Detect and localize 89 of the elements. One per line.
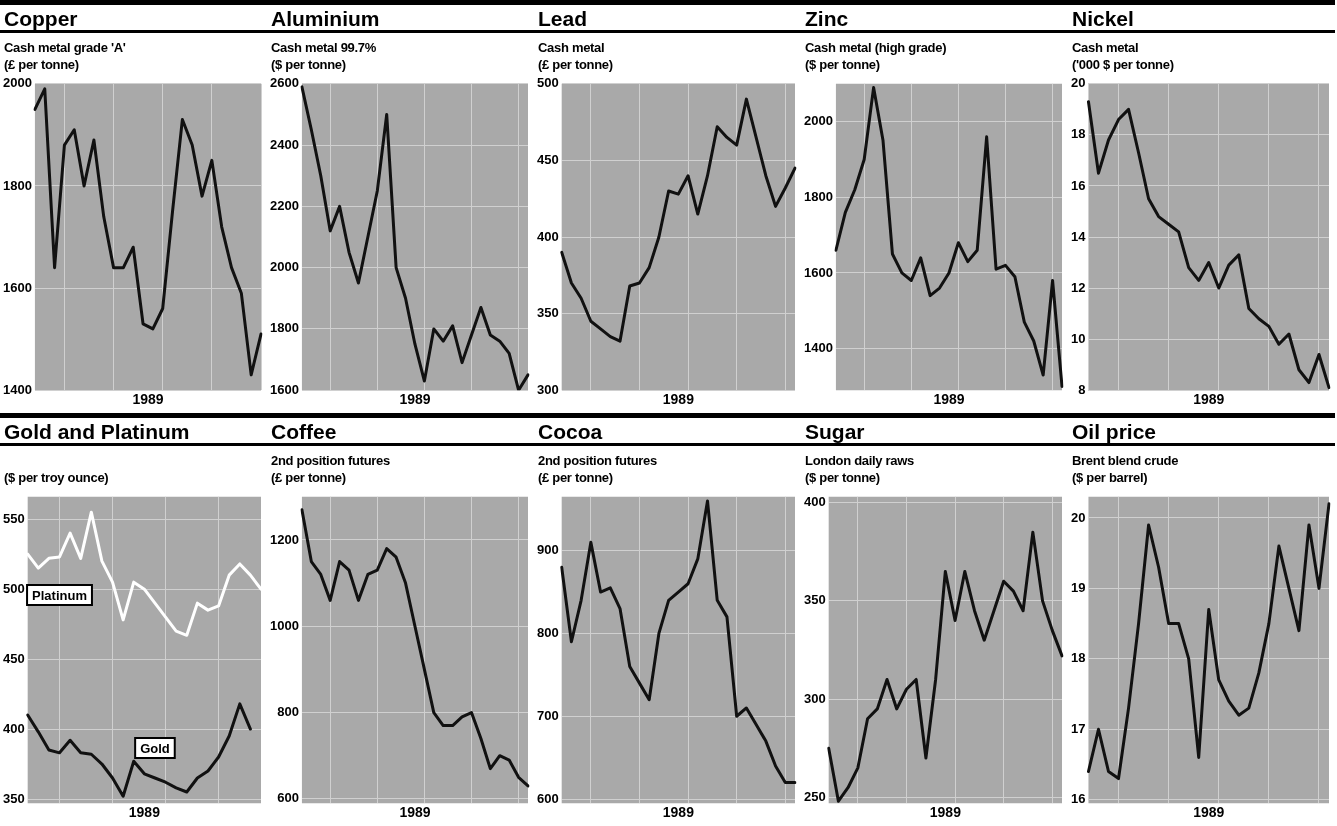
x-axis-title: 1989	[399, 391, 431, 408]
y-tick-label: 20	[1070, 75, 1086, 91]
y-tick-label: 1000	[270, 617, 299, 633]
chart-title: Aluminium	[267, 5, 534, 33]
chart-title: Coffee	[267, 418, 534, 446]
y-tick-label: 17	[1070, 720, 1086, 736]
chart-subtitle: Cash metal (high grade)	[804, 39, 948, 56]
chart-subtitle: Cash metal	[1071, 39, 1140, 56]
y-tick-label: 18	[1070, 650, 1086, 666]
y-tick-label: 1800	[270, 320, 299, 336]
y-axis-title: ($ per troy ounce)	[3, 469, 110, 486]
chart-subtitle: London daily raws	[804, 452, 916, 469]
y-axis-title: ('000 $ per tonne)	[1071, 56, 1175, 73]
y-tick-label: 350	[2, 790, 25, 806]
y-tick-label: 500	[536, 75, 559, 91]
chart-subtitle: 2nd position futures	[270, 452, 391, 469]
y-tick-label: 400	[536, 228, 559, 244]
chart-subtitle: Cash metal grade 'A'	[3, 39, 127, 56]
y-tick-label: 1600	[3, 279, 32, 295]
y-tick-label: 16	[1070, 177, 1086, 193]
series-label: Platinum	[32, 587, 87, 603]
y-tick-label: 900	[536, 542, 559, 558]
y-tick-label: 14	[1070, 228, 1087, 244]
y-tick-label: 300	[803, 690, 826, 706]
chart-subtitle: Cash metal 99.7%	[270, 39, 378, 56]
y-tick-label: 600	[277, 790, 299, 806]
y-tick-label: 1600	[804, 264, 833, 280]
y-tick-label: 500	[2, 580, 25, 596]
chart-title: Cocoa	[534, 418, 801, 446]
y-tick-label: 550	[2, 510, 25, 526]
y-tick-label: 2600	[270, 75, 299, 91]
series-label: Gold	[140, 740, 170, 756]
x-axis-title: 1989	[662, 391, 695, 408]
x-axis-title: 1989	[399, 804, 431, 821]
y-tick-label: 400	[803, 494, 826, 510]
x-axis-title: 1989	[662, 804, 695, 821]
y-tick-label: 1800	[804, 188, 833, 204]
y-tick-label: 12	[1070, 279, 1086, 295]
y-tick-label: 10	[1070, 330, 1086, 346]
y-tick-label: 2400	[270, 136, 299, 152]
y-tick-label: 350	[803, 592, 826, 608]
y-tick-label: 400	[2, 720, 25, 736]
chart-title: Gold and Platinum	[0, 418, 267, 446]
y-tick-label: 350	[536, 305, 559, 321]
y-axis-title: ($ per tonne)	[804, 469, 881, 486]
chart-title: Oil price	[1068, 418, 1335, 446]
y-tick-label: 600	[536, 790, 559, 806]
y-tick-label: 2000	[270, 259, 299, 275]
y-tick-label: 8	[1078, 381, 1086, 397]
chart-subtitle: Cash metal	[537, 39, 606, 56]
y-tick-label: 2000	[804, 113, 833, 129]
chart-title: Nickel	[1068, 5, 1335, 33]
y-tick-label: 1200	[270, 531, 299, 547]
y-axis-title: ($ per barrel)	[1071, 469, 1149, 486]
x-axis-title: 1989	[929, 804, 962, 821]
y-axis-title: (£ per tonne)	[3, 56, 80, 73]
x-axis-title: 1989	[1193, 391, 1225, 408]
y-tick-label: 18	[1070, 126, 1086, 142]
x-axis-title: 1989	[1193, 804, 1225, 821]
x-axis-title: 1989	[128, 804, 161, 821]
y-tick-label: 250	[803, 788, 826, 804]
y-tick-label: 450	[2, 650, 25, 666]
y-tick-label: 20	[1070, 509, 1086, 525]
chart-title: Sugar	[801, 418, 1068, 446]
y-tick-label: 450	[536, 151, 559, 167]
y-axis-title: ($ per tonne)	[804, 56, 881, 73]
y-tick-label: 300	[536, 381, 559, 397]
y-axis-title: (£ per tonne)	[270, 469, 347, 486]
chart-title: Copper	[0, 5, 267, 33]
chart-title: Zinc	[801, 5, 1068, 33]
y-tick-label: 800	[277, 704, 299, 720]
y-tick-label: 16	[1070, 791, 1086, 807]
y-tick-label: 800	[536, 625, 559, 641]
y-tick-label: 2000	[3, 75, 32, 91]
y-axis-title: ($ per tonne)	[270, 56, 347, 73]
chart-subtitle: 2nd position futures	[537, 452, 658, 469]
y-tick-label: 1800	[3, 177, 32, 193]
x-axis-title: 1989	[933, 391, 965, 408]
y-tick-label: 1400	[804, 340, 833, 356]
chart-subtitle: Brent blend crude	[1071, 452, 1180, 469]
y-axis-title: (£ per tonne)	[537, 469, 614, 486]
y-tick-label: 19	[1070, 579, 1086, 595]
chart-title: Lead	[534, 5, 801, 33]
y-tick-label: 1400	[3, 381, 32, 397]
y-axis-title: (£ per tonne)	[537, 56, 614, 73]
y-tick-label: 1600	[270, 381, 299, 397]
y-tick-label: 2200	[270, 197, 299, 213]
y-tick-label: 700	[536, 707, 559, 723]
x-axis-title: 1989	[132, 391, 164, 408]
